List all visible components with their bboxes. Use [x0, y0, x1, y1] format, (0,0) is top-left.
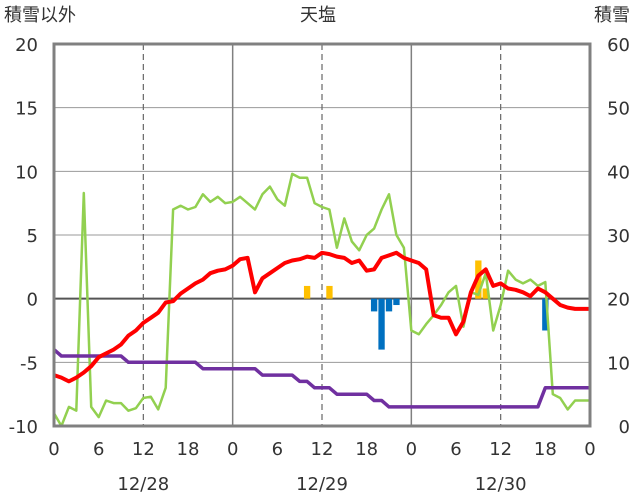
- x-tick-label: 6: [93, 439, 104, 460]
- x-tick-label: 0: [227, 439, 238, 460]
- precipitation-bar: [542, 298, 549, 331]
- gridlines: [54, 44, 590, 426]
- left-y-tick-label: 15: [15, 99, 38, 120]
- x-tick-label: 0: [584, 439, 595, 460]
- x-tick-label: 12: [311, 439, 334, 460]
- sunshine-bar: [303, 285, 311, 299]
- precipitation-bar: [385, 298, 393, 312]
- x-tick-label: 6: [272, 439, 283, 460]
- sunshine-bar: [326, 285, 333, 299]
- left-y-tick-label: 20: [15, 35, 38, 56]
- x-tick-label: 0: [48, 439, 59, 460]
- right-y-tick-label: 40: [607, 162, 630, 183]
- x-tick-label: 18: [534, 439, 557, 460]
- plot-frame: [52, 42, 592, 428]
- precipitation-bar: [393, 298, 400, 306]
- right-axis-title: 積雪: [594, 5, 630, 26]
- left-y-tick-label: 5: [27, 226, 38, 247]
- right-y-tick-label: 30: [607, 226, 630, 247]
- x-tick-label: 12: [132, 439, 155, 460]
- chart-title: 天塩: [300, 5, 336, 26]
- x-tick-label: 18: [177, 439, 200, 460]
- sunshine-bar: [482, 288, 489, 299]
- right-y-tick-label: 0: [619, 417, 630, 438]
- right-y-tick-label: 50: [607, 99, 630, 120]
- temperature-line: [53, 250, 590, 384]
- date-label: 12/30: [475, 474, 527, 495]
- left-y-tick-label: 10: [15, 162, 38, 183]
- date-label: 12/28: [117, 474, 169, 495]
- left-axis-title: 積雪以外: [4, 5, 76, 26]
- left-y-tick-label: -5: [20, 353, 38, 374]
- x-tick-label: 6: [450, 439, 461, 460]
- right-y-tick-label: 20: [607, 290, 630, 311]
- x-tick-label: 12: [489, 439, 512, 460]
- precipitation-bar: [378, 298, 385, 350]
- snow_depth-line: [52, 348, 590, 409]
- left-y-tick-label: -10: [9, 417, 38, 438]
- wind-line: [52, 172, 590, 428]
- date-label: 12/29: [296, 474, 348, 495]
- x-tick-label: 18: [355, 439, 378, 460]
- precipitation-bar: [370, 298, 378, 312]
- left-y-tick-label: 0: [27, 290, 38, 311]
- right-y-tick-label: 60: [607, 35, 630, 56]
- chart-marks: [52, 172, 590, 428]
- x-tick-label: 0: [406, 439, 417, 460]
- right-y-tick-label: 10: [607, 353, 630, 374]
